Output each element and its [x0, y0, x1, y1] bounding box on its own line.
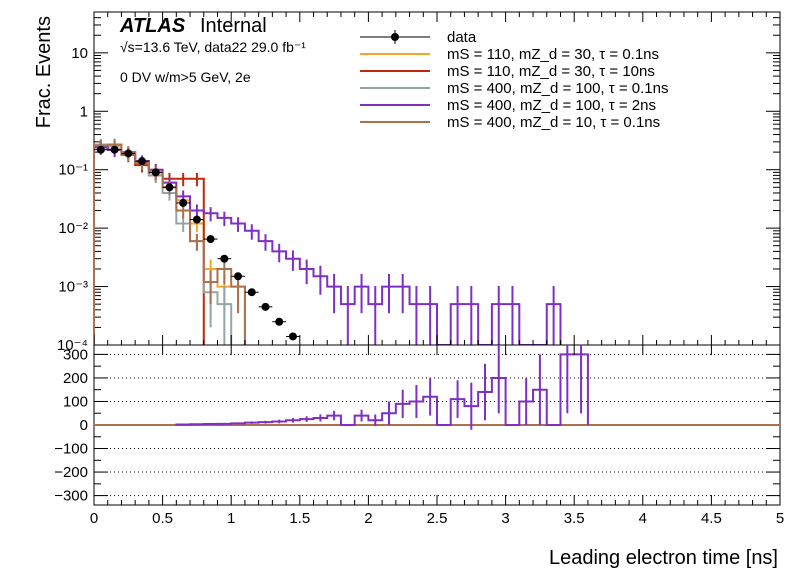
- legend-label: mS = 400, mZ_d = 100, τ = 0.1ns: [447, 80, 668, 97]
- ratio-y-tick-label: −300: [54, 488, 88, 505]
- y-tick-label: 10⁻⁴: [57, 337, 88, 354]
- data-point: [151, 168, 160, 177]
- data-point: [110, 145, 119, 154]
- x-tick-label: 0: [90, 510, 98, 527]
- top-panel: 10⁻⁴ 10⁻³ 10⁻² 10⁻¹ 1 10: [57, 11, 781, 354]
- data-point: [234, 272, 243, 281]
- y-tick-label: 10⁻¹: [58, 162, 88, 179]
- ratio-y-tick-label: 100: [63, 393, 88, 410]
- x-tick-label: 1.5: [289, 510, 310, 527]
- y-tick-label: 10: [71, 45, 88, 62]
- legend-label: data: [447, 29, 477, 46]
- annotations: ATLAS Internal √s=13.6 TeV, data22 29.0 fb…: [119, 15, 306, 85]
- atlas-label: ATLAS: [119, 15, 186, 37]
- x-tick-label: 4.5: [701, 510, 722, 527]
- x-axis-title: Leading electron time [ns]: [549, 547, 778, 569]
- x-tick-label: 3.5: [564, 510, 585, 527]
- x-tick-label: 2: [364, 510, 372, 527]
- ratio-y-tick-label: 0: [80, 417, 88, 434]
- atlas-sublabel: Internal: [200, 15, 267, 37]
- data-point: [165, 183, 174, 192]
- info-line-selection: 0 DV w/m>5 GeV, 2e: [120, 69, 251, 85]
- ratio-y-tick-label: −100: [54, 441, 88, 458]
- x-tick-label: 0.5: [152, 510, 173, 527]
- data-point: [206, 235, 215, 244]
- info-line-energy: √s=13.6 TeV, data22 29.0 fb⁻¹: [120, 39, 306, 55]
- data-point: [288, 332, 297, 341]
- ratio-y-tick-label: 200: [63, 370, 88, 387]
- data-point: [138, 157, 147, 166]
- x-tick-label: 3: [501, 510, 509, 527]
- legend-label: mS = 110, mZ_d = 30, τ = 0.1ns: [447, 46, 659, 63]
- histogram-series: [94, 145, 205, 345]
- x-tick-label: 2.5: [427, 510, 448, 527]
- x-tick-label: 4: [639, 510, 647, 527]
- y-tick-label: 10⁻³: [58, 279, 88, 296]
- data-point: [275, 317, 284, 326]
- x-axis: 0 0.5 1 1.5 2 2.5 3 3.5 4 4.5 5 Leading electron ti…: [33, 12, 784, 569]
- x-tick-label: 5: [776, 510, 784, 527]
- y-tick-label: 1: [80, 103, 88, 120]
- data-point: [124, 149, 133, 158]
- y-tick-label: 10⁻²: [58, 220, 88, 237]
- data-point: [247, 288, 256, 297]
- legend-label: mS = 400, mZ_d = 100, τ = 2ns: [447, 97, 656, 114]
- data-point: [96, 145, 105, 154]
- data-point: [220, 254, 229, 263]
- x-tick-label: 1: [227, 510, 235, 527]
- legend-label: mS = 110, mZ_d = 30, τ = 10ns: [447, 63, 655, 80]
- ratio-y-tick-label: 300: [63, 346, 88, 363]
- data-point: [261, 302, 270, 311]
- data-point: [179, 198, 188, 207]
- legend-label: mS = 400, mZ_d = 10, τ = 0.1ns: [447, 114, 660, 131]
- ratio-histogram: [175, 353, 589, 426]
- data-point: [192, 215, 201, 224]
- ratio-y-tick-label: −200: [54, 464, 88, 481]
- y-axis-title: Frac. Events: [33, 16, 55, 128]
